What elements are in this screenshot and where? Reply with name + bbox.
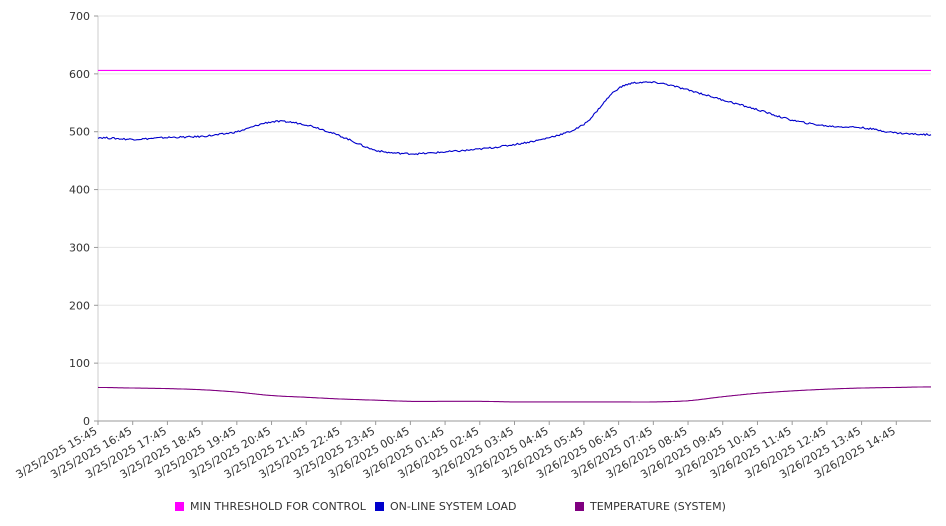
legend-swatch-min-threshold — [175, 501, 184, 511]
legend-item-online-system-load[interactable]: ON-LINE SYSTEM LOAD — [375, 498, 516, 514]
legend: MIN THRESHOLD FOR CONTROL ON-LINE SYSTEM… — [0, 498, 946, 514]
y-tick-label: 500 — [69, 126, 90, 139]
legend-label-min-threshold: MIN THRESHOLD FOR CONTROL — [190, 499, 366, 513]
y-tick-label: 100 — [69, 357, 90, 370]
y-tick-label: 700 — [69, 10, 90, 23]
y-tick-label: 0 — [83, 415, 90, 428]
legend-swatch-online-system-load — [375, 501, 384, 511]
y-tick-label: 600 — [69, 68, 90, 81]
legend-label-online-system-load: ON-LINE SYSTEM LOAD — [390, 499, 517, 513]
x-axis-ticks: 3/25/2025 15:453/25/2025 16:453/25/2025 … — [14, 421, 898, 481]
grid-lines — [98, 15, 931, 364]
series-line-on-line-system-load — [97, 81, 932, 156]
series-lines — [97, 69, 932, 403]
legend-item-temperature[interactable]: TEMPERATURE (SYSTEM) — [575, 498, 726, 514]
y-tick-label: 300 — [69, 241, 90, 254]
y-axis-ticks: 0 100 200 300 400 500 600 700 — [69, 10, 98, 428]
series-line-temperature-system — [97, 386, 931, 403]
y-tick-label: 400 — [69, 184, 90, 197]
legend-item-min-threshold[interactable]: MIN THRESHOLD FOR CONTROL — [175, 498, 366, 514]
legend-swatch-temperature — [575, 501, 584, 511]
y-tick-label: 200 — [69, 299, 90, 312]
legend-label-temperature: TEMPERATURE (SYSTEM) — [590, 499, 726, 513]
axes — [97, 16, 931, 422]
